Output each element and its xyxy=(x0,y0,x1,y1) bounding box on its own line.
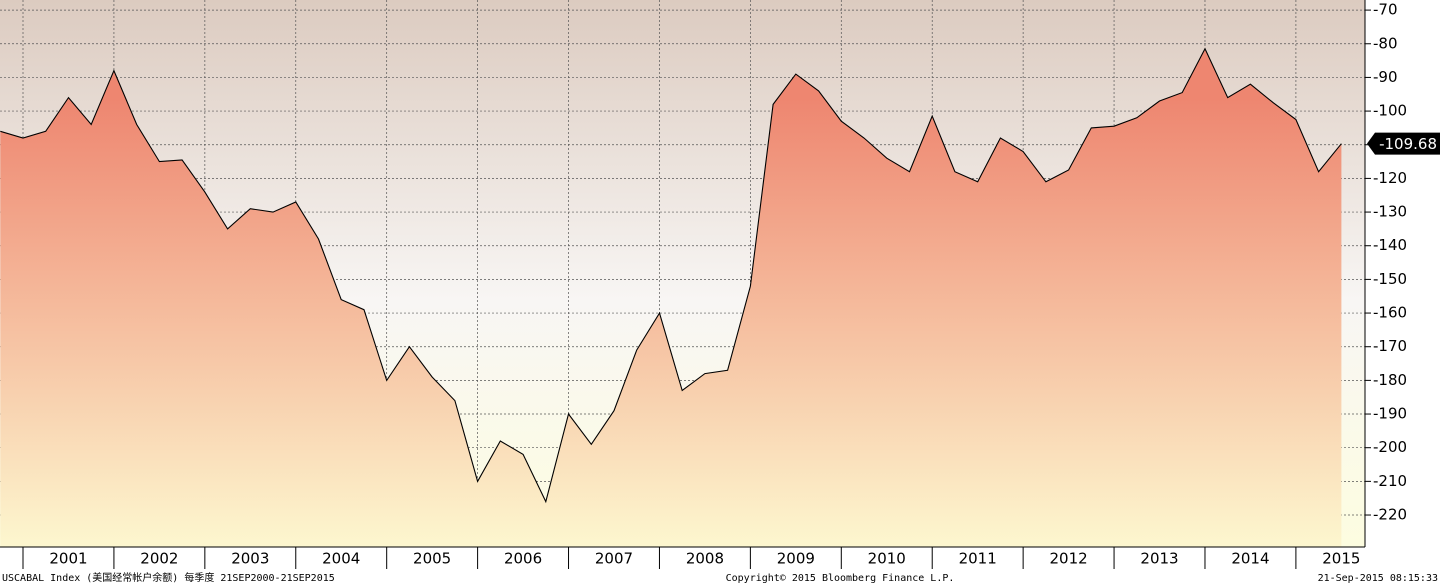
y-tick-label: -200 xyxy=(1373,438,1407,456)
x-tick-label: 2009 xyxy=(777,550,815,568)
x-tick-label: 2010 xyxy=(868,550,906,568)
footer-center: Copyright© 2015 Bloomberg Finance L.P. xyxy=(726,573,955,584)
footer-right: 21-Sep-2015 08:15:33 xyxy=(1318,573,1438,584)
last-value-box xyxy=(1367,132,1440,155)
x-tick-label: 2015 xyxy=(1322,550,1360,568)
x-tick-label: 2008 xyxy=(686,550,724,568)
x-tick-label: 2002 xyxy=(140,550,178,568)
y-tick-label: -150 xyxy=(1373,270,1407,288)
x-tick-label: 2013 xyxy=(1140,550,1178,568)
y-tick-label: -170 xyxy=(1373,337,1407,355)
y-tick-label: -70 xyxy=(1373,1,1398,19)
y-tick-label: -90 xyxy=(1373,68,1398,86)
x-tick-label: 2014 xyxy=(1231,550,1269,568)
y-tick-label: -130 xyxy=(1373,203,1407,221)
x-tick-label: 2007 xyxy=(595,550,633,568)
x-tick-label: 2004 xyxy=(322,550,360,568)
x-tick-label: 2003 xyxy=(231,550,269,568)
footer-left: USCABAL Index (美国经常帐户余额) 每季度 21SEP2000-2… xyxy=(2,571,335,584)
x-tick-label: 2005 xyxy=(413,550,451,568)
y-tick-label: -140 xyxy=(1373,236,1407,254)
y-tick-label: -100 xyxy=(1373,102,1407,120)
x-tick-label: 2011 xyxy=(959,550,997,568)
y-tick-label: -120 xyxy=(1373,169,1407,187)
marks xyxy=(0,47,1342,548)
last-value-label: -109.68 xyxy=(1379,135,1437,153)
y-tick-label: -210 xyxy=(1373,472,1407,490)
y-tick-label: -220 xyxy=(1373,506,1407,524)
x-tick-label: 2012 xyxy=(1050,550,1088,568)
line xyxy=(0,47,1342,504)
x-tick-label: 2001 xyxy=(49,550,87,568)
y-tick-label: -180 xyxy=(1373,371,1407,389)
x-tick-label: 2006 xyxy=(504,550,542,568)
y-tick-label: -80 xyxy=(1373,34,1398,52)
y-tick-label: -160 xyxy=(1373,304,1407,322)
area xyxy=(0,48,1342,548)
y-tick-label: -190 xyxy=(1373,405,1407,423)
